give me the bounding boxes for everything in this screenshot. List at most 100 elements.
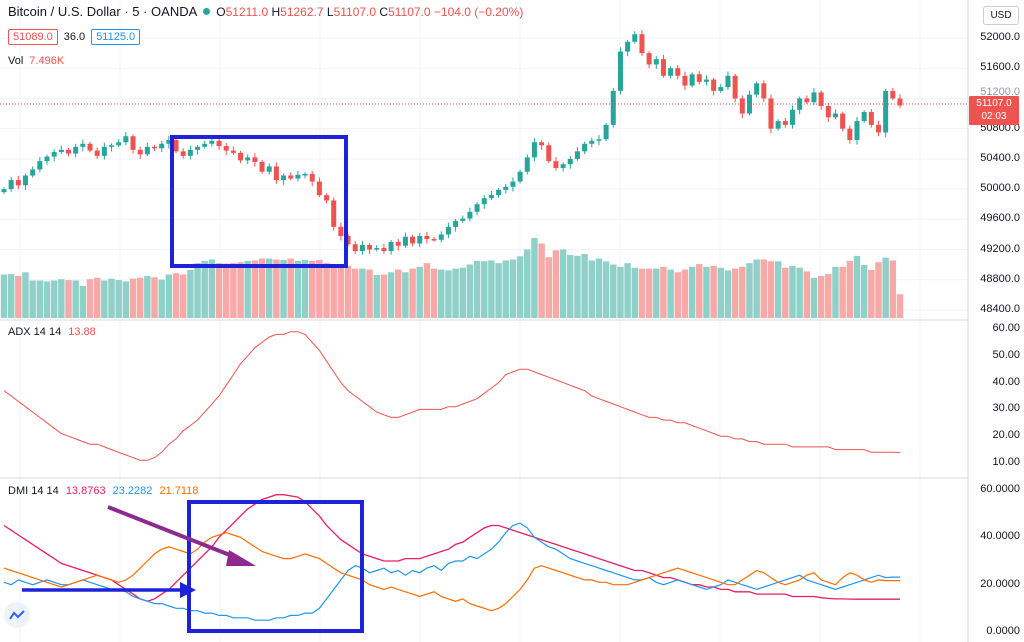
volume-legend: Vol 7.496K <box>8 55 64 67</box>
volume-bar <box>129 278 137 318</box>
candle-body <box>410 236 416 244</box>
volume-bar <box>201 260 208 318</box>
candlestick-series <box>1 30 903 255</box>
volume-bar <box>724 270 732 318</box>
dmi-adx-value: 13.8763 <box>65 485 106 497</box>
volume-bar <box>445 270 452 318</box>
candle-body <box>732 75 738 99</box>
candle-body <box>309 174 315 182</box>
volume-bar <box>538 243 545 318</box>
candle-body <box>159 143 165 149</box>
volume-bar <box>165 274 173 318</box>
volume-bar <box>395 269 402 318</box>
price-axis-label: 50400.0 <box>980 151 1020 164</box>
candle-body <box>223 146 229 151</box>
candle-body <box>825 106 831 118</box>
candle-body <box>445 226 451 235</box>
annotation-box-dmi <box>187 500 364 633</box>
volume-bar <box>832 266 839 318</box>
volume-bar <box>222 263 230 318</box>
chart-grid <box>0 0 968 642</box>
volume-bar <box>602 261 610 318</box>
high-value: 51262.7 <box>280 4 324 19</box>
last-price-value: 51107.0 <box>976 98 1012 109</box>
buy-button[interactable]: 51125.0 <box>91 29 141 45</box>
volume-bar <box>567 254 574 318</box>
volume-bar <box>875 262 882 318</box>
currency-button[interactable]: USD <box>983 6 1019 25</box>
volume-bar <box>258 258 266 318</box>
candle-body <box>589 140 595 144</box>
adx-line <box>3 331 901 461</box>
candle-body <box>352 244 358 252</box>
candle-body <box>51 152 57 157</box>
adx-legend[interactable]: ADX 14 14 13.88 <box>8 326 96 338</box>
volume-bar <box>251 260 259 318</box>
candle-body <box>273 166 279 181</box>
candle-body <box>625 41 631 52</box>
minus-di-line <box>3 531 900 612</box>
candle-body <box>324 195 330 201</box>
candle-body <box>653 59 659 65</box>
volume-bar <box>860 264 868 318</box>
candle-body <box>711 79 717 91</box>
tradingview-logo-button[interactable] <box>4 602 30 628</box>
symbol-title[interactable]: Bitcoin / U.S. Dollar · 5 · OANDA <box>8 4 198 19</box>
candle-body <box>252 157 258 162</box>
candle-body <box>531 142 537 158</box>
candle-body <box>754 83 760 95</box>
candle-body <box>689 74 695 86</box>
candle-body <box>395 242 401 246</box>
candle-body <box>897 98 903 106</box>
candle-body <box>15 180 21 186</box>
candle-body <box>424 235 430 239</box>
dmi-axis-label: 40.0000 <box>980 530 1020 543</box>
bid-ask-row: 51089.0 36.0 51125.0 <box>8 29 141 45</box>
candle-body <box>173 140 179 152</box>
candle-body <box>775 121 781 129</box>
candle-body <box>890 90 896 99</box>
candle-body <box>453 220 459 227</box>
volume-bar <box>294 260 302 318</box>
annotation-arrow-purple <box>107 505 241 561</box>
volume-bar <box>559 249 567 318</box>
dmi-label: DMI 14 14 <box>8 485 59 497</box>
candle-body <box>596 139 602 141</box>
candle-body <box>202 143 208 147</box>
volume-bar <box>387 272 395 318</box>
volume-bar <box>416 266 423 318</box>
sell-button[interactable]: 51089.0 <box>8 29 58 45</box>
volume-bar <box>588 260 596 318</box>
candle-body <box>488 195 494 199</box>
candle-body <box>230 150 236 153</box>
volume-bar <box>839 266 846 318</box>
volume-bar <box>7 274 15 318</box>
candle-body <box>22 175 29 186</box>
volume-bar <box>696 264 703 318</box>
volume-bar <box>265 258 273 318</box>
volume-bar <box>158 279 165 318</box>
volume-bar <box>466 264 474 318</box>
volume-bar <box>703 266 710 318</box>
price-axis-label: 51600.0 <box>980 61 1020 74</box>
candle-body <box>840 113 846 129</box>
candle-body <box>8 180 14 190</box>
candle-body <box>610 90 616 125</box>
volume-bar <box>817 275 825 318</box>
dmi-legend[interactable]: DMI 14 14 13.8763 23.2282 21.7118 <box>8 485 198 497</box>
volume-bar <box>438 269 445 318</box>
price-axis-label: 49200.0 <box>980 242 1020 255</box>
candle-body <box>617 51 623 91</box>
candle-body <box>682 75 688 86</box>
candle-body <box>546 145 552 162</box>
volume-bar <box>0 274 8 318</box>
candle-body <box>295 174 301 179</box>
candle-body <box>302 174 308 176</box>
candle-body <box>660 59 666 76</box>
dmi-axis-label: 20.0000 <box>980 577 1020 590</box>
minus-di-value: 21.7118 <box>159 485 199 497</box>
volume-bar <box>72 280 79 318</box>
annotation-box-price <box>170 135 348 268</box>
volume-bar <box>746 263 753 318</box>
